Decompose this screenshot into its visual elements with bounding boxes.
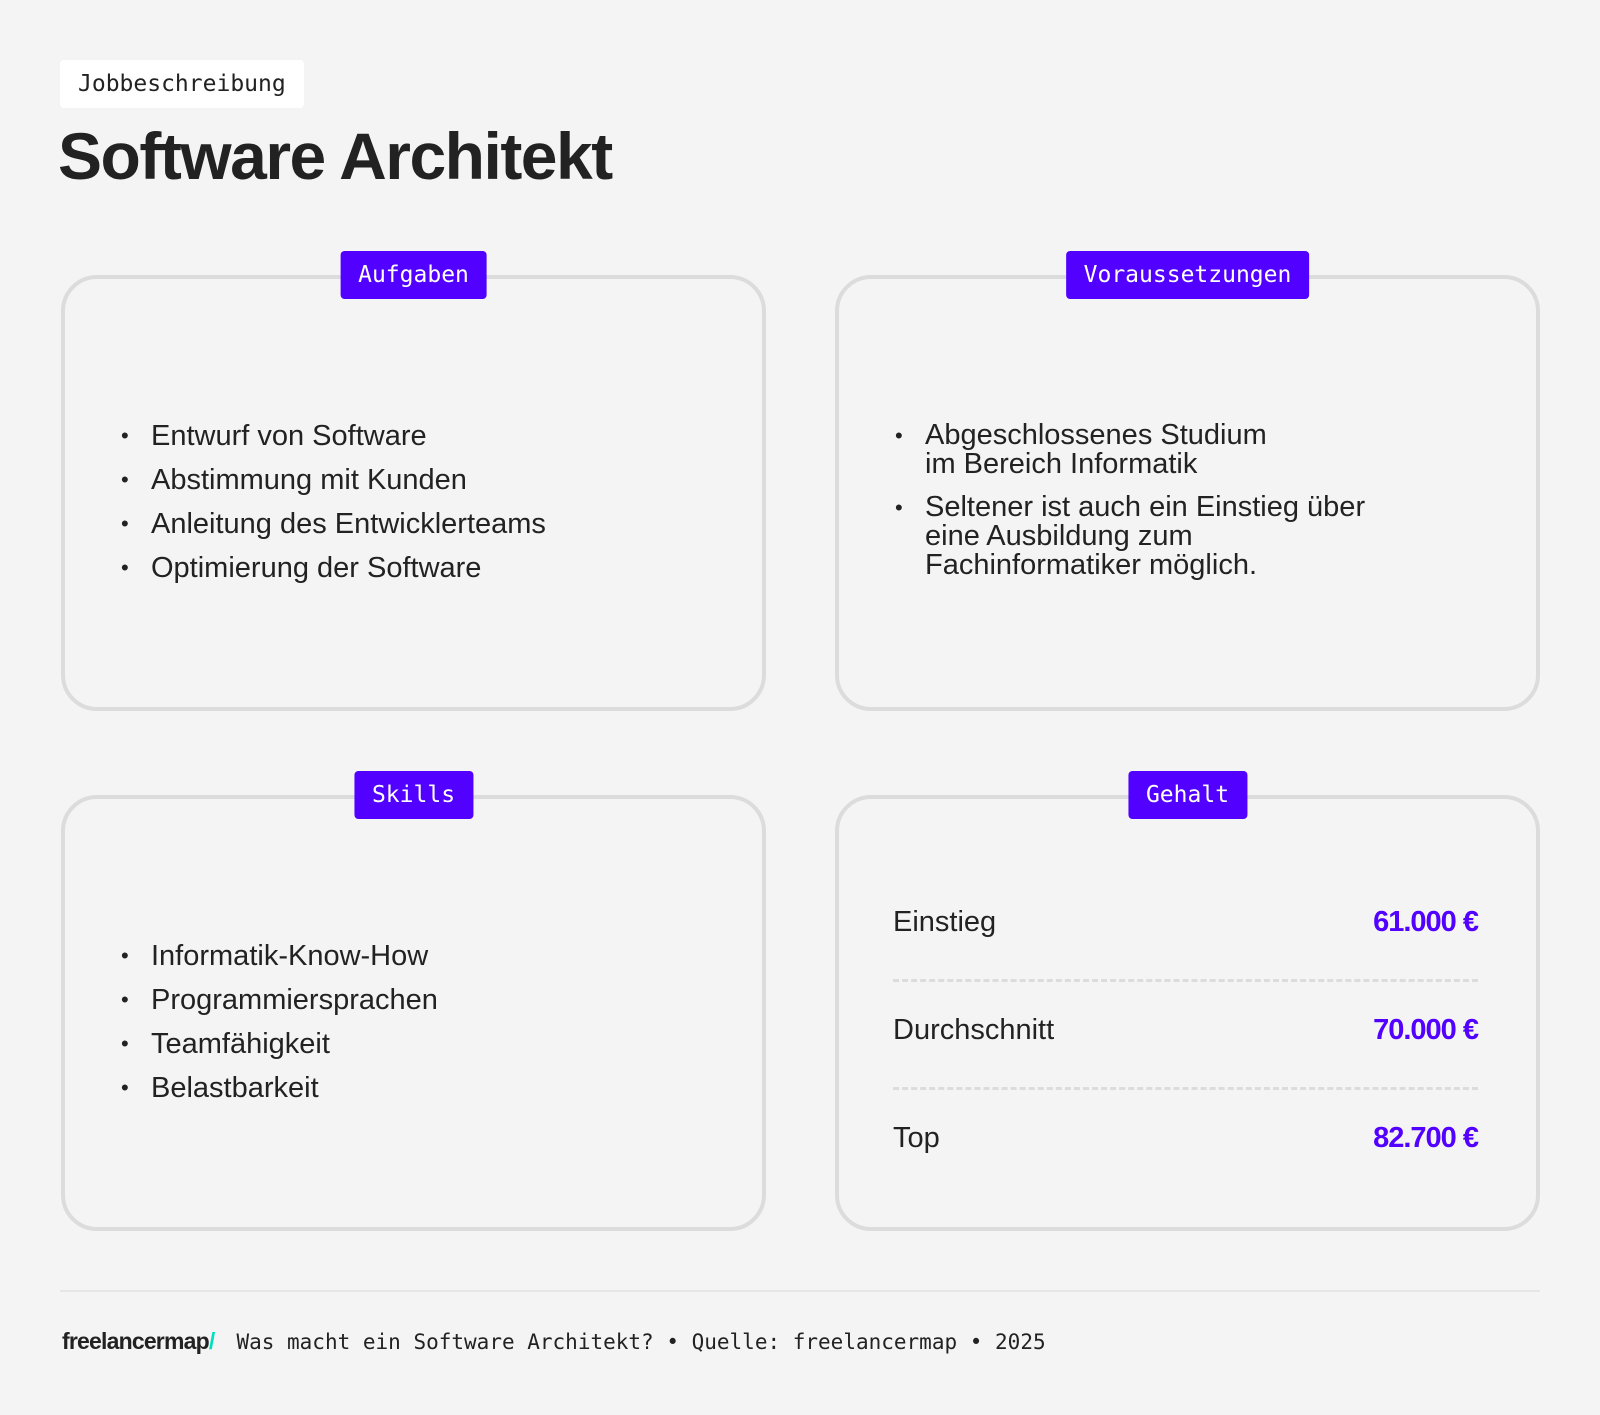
- salary-row-durchschnitt: Durchschnitt 70.000 €: [893, 1010, 1479, 1050]
- list-item: Abgeschlossenes Studium im Bereich Infor…: [895, 421, 1295, 479]
- list-item: Entwurf von Software: [121, 421, 546, 451]
- salary-label: Einstieg: [893, 905, 997, 938]
- freelancermap-logo: freelancermap/: [62, 1328, 215, 1354]
- aufgaben-list: Entwurf von Software Abstimmung mit Kund…: [121, 421, 546, 597]
- list-item: Abstimmung mit Kunden: [121, 465, 546, 495]
- card-skills: Skills Informatik-Know-How Programmiersp…: [61, 771, 766, 1231]
- salary-value: 61.000 €: [1373, 905, 1479, 938]
- card-aufgaben: Aufgaben Entwurf von Software Abstimmung…: [61, 251, 766, 711]
- divider: [893, 1087, 1478, 1090]
- footer-caption: Was macht ein Software Architekt? • Quel…: [236, 1329, 1046, 1354]
- list-item: Anleitung des Entwicklerteams: [121, 509, 546, 539]
- list-item: Seltener ist auch ein Einstieg über eine…: [895, 493, 1415, 580]
- badge-gehalt: Gehalt: [1127, 771, 1248, 819]
- footer-divider: [60, 1290, 1540, 1292]
- badge-aufgaben: Aufgaben: [340, 251, 487, 299]
- skills-list: Informatik-Know-How Programmiersprachen …: [121, 941, 438, 1117]
- card-voraussetzungen: Voraussetzungen Abgeschlossenes Studium …: [835, 251, 1540, 711]
- divider: [893, 979, 1478, 982]
- category-tag: Jobbeschreibung: [60, 60, 304, 108]
- list-item: Informatik-Know-How: [121, 941, 438, 971]
- badge-skills: Skills: [353, 771, 474, 819]
- card-gehalt: Gehalt Einstieg 61.000 € Durchschnitt 70…: [835, 771, 1540, 1231]
- list-item: Belastbarkeit: [121, 1073, 438, 1103]
- salary-value: 70.000 €: [1373, 1013, 1479, 1046]
- salary-label: Durchschnitt: [893, 1013, 1055, 1046]
- salary-row-top: Top 82.700 €: [893, 1118, 1479, 1158]
- page-title: Software Architekt: [58, 119, 613, 193]
- footer: freelancermap/ Was macht ein Software Ar…: [62, 1328, 1046, 1355]
- salary-label: Top: [893, 1121, 940, 1154]
- list-item: Teamfähigkeit: [121, 1029, 438, 1059]
- list-item: Programmiersprachen: [121, 985, 438, 1015]
- badge-voraussetzungen: Voraussetzungen: [1065, 251, 1310, 299]
- salary-value: 82.700 €: [1373, 1121, 1479, 1154]
- voraussetzungen-list: Abgeschlossenes Studium im Bereich Infor…: [895, 421, 1415, 594]
- salary-row-einstieg: Einstieg 61.000 €: [893, 902, 1479, 942]
- list-item: Optimierung der Software: [121, 553, 546, 583]
